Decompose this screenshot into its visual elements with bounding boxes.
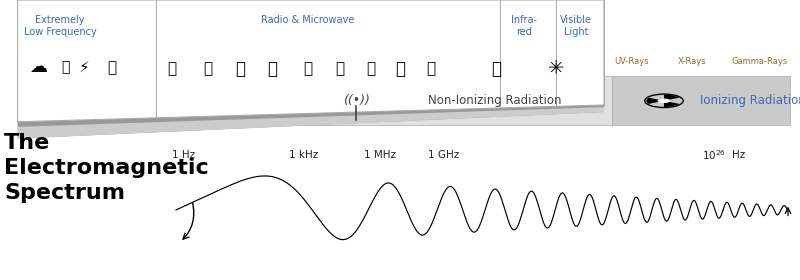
Text: 1 MHz: 1 MHz (364, 150, 396, 160)
Text: Infra-
red: Infra- red (511, 15, 537, 37)
Circle shape (658, 99, 670, 103)
Wedge shape (664, 95, 679, 101)
Text: Extremely
Low Frequency: Extremely Low Frequency (24, 15, 96, 37)
Text: 📻: 📻 (167, 61, 177, 76)
Text: 🛜: 🛜 (395, 60, 405, 78)
Text: 📡: 📡 (267, 60, 277, 78)
Text: 👁: 👁 (491, 60, 501, 78)
Text: ✳: ✳ (548, 59, 564, 78)
Polygon shape (18, 0, 604, 122)
Bar (156, 76, 612, 125)
Text: Radio & Microwave: Radio & Microwave (262, 15, 354, 25)
Polygon shape (18, 105, 604, 139)
Bar (612, 76, 790, 125)
Text: 📶: 📶 (303, 61, 313, 76)
Polygon shape (18, 107, 604, 139)
Text: $10^{26}$: $10^{26}$ (702, 148, 726, 162)
Text: Gamma-Rays: Gamma-Rays (732, 57, 788, 66)
Wedge shape (664, 101, 679, 107)
Text: Ionizing Radiation: Ionizing Radiation (700, 94, 800, 107)
Text: ⚡: ⚡ (78, 60, 90, 75)
Text: UV-Rays: UV-Rays (614, 57, 650, 66)
Text: 🖥: 🖥 (203, 61, 213, 76)
Text: The
Electromagnetic
Spectrum: The Electromagnetic Spectrum (4, 133, 209, 203)
Text: 1 kHz: 1 kHz (290, 150, 318, 160)
Text: ☁: ☁ (29, 58, 46, 76)
Text: 📷: 📷 (426, 61, 435, 76)
Text: Hz: Hz (732, 150, 746, 160)
Text: Visible
Light: Visible Light (560, 15, 592, 37)
Text: 💡: 💡 (62, 60, 70, 74)
Text: 1 Hz: 1 Hz (173, 150, 195, 160)
Text: ((•)): ((•)) (342, 94, 370, 107)
Text: 📺: 📺 (235, 60, 245, 78)
Text: 1 GHz: 1 GHz (428, 150, 460, 160)
Text: X-Rays: X-Rays (678, 57, 706, 66)
Text: 📱: 📱 (366, 61, 375, 76)
Text: 🗼: 🗼 (107, 60, 117, 75)
Text: 📶: 📶 (335, 61, 345, 76)
Text: Non-Ionizing Radiation: Non-Ionizing Radiation (428, 94, 562, 107)
Wedge shape (646, 98, 664, 104)
